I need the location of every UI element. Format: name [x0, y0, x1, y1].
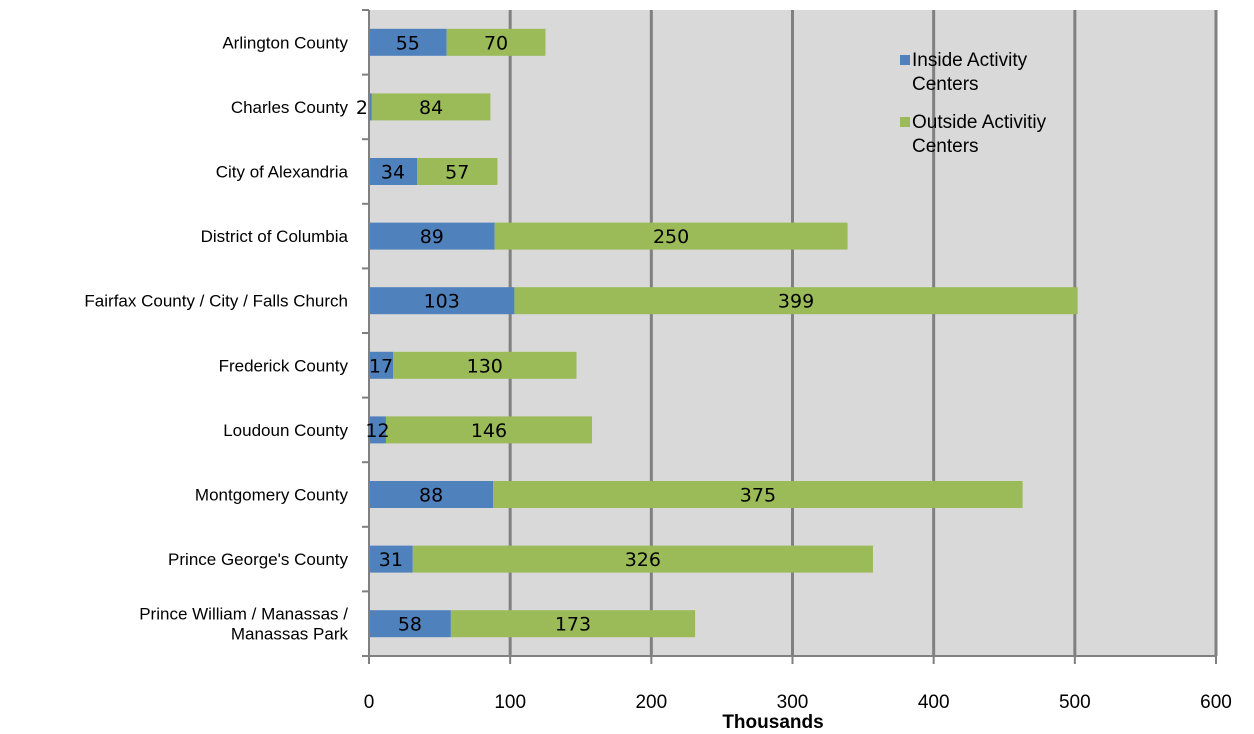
data-label-outside-3: 250: [653, 226, 689, 248]
legend-label-0-line0: Inside Activity: [912, 50, 1028, 71]
x-tick-label-400: 400: [918, 692, 950, 713]
legend-label-1-line0: Outside Activitiy: [912, 112, 1047, 133]
data-label-outside-9: 173: [555, 614, 591, 636]
legend-label-0-line1: Centers: [912, 74, 979, 95]
category-label-2: City of Alexandria: [216, 163, 349, 182]
bar-outside-3: [494, 222, 848, 250]
data-label-inside-8: 31: [379, 549, 403, 571]
data-label-inside-7: 88: [419, 485, 443, 507]
bar-outside-5: [392, 351, 577, 379]
bar-outside-2: [416, 158, 498, 185]
bar-inside-3: [369, 222, 495, 250]
bar-outside-9: [450, 610, 696, 638]
x-tick-label-600: 600: [1200, 692, 1232, 713]
bar-outside-7: [493, 481, 1023, 508]
category-label-9-line0: Prince William / Manassas /: [139, 605, 348, 624]
data-label-outside-2: 57: [445, 162, 469, 184]
category-label-1: Charles County: [231, 98, 349, 117]
bar-inside-4: [369, 287, 515, 315]
x-tick-label-100: 100: [494, 692, 526, 713]
x-tick-label-500: 500: [1059, 692, 1091, 713]
data-label-inside-5: 17: [369, 355, 393, 377]
data-label-outside-1: 84: [419, 97, 443, 119]
x-tick-labels: 0 100 200 300 400 500 600: [364, 692, 1232, 713]
bar-inside-8: [369, 545, 413, 573]
bar-inside-5: [369, 351, 393, 379]
legend-swatch-0: [900, 55, 910, 65]
bar-outside-4: [514, 287, 1078, 315]
category-label-4: Fairfax County / City / Falls Church: [84, 292, 348, 311]
category-label-7: Montgomery County: [195, 486, 349, 505]
category-label-3: District of Columbia: [201, 227, 349, 246]
x-tick-label-0: 0: [364, 692, 375, 713]
bar-inside-7: [369, 481, 494, 508]
data-label-inside-3: 89: [420, 226, 444, 248]
axes: [362, 9, 1217, 664]
data-label-outside-8: 326: [625, 549, 661, 571]
bars: [369, 28, 1078, 638]
category-label-8: Prince George's County: [168, 550, 348, 569]
category-label-6: Loudoun County: [223, 421, 348, 440]
data-label-outside-7: 375: [740, 485, 776, 507]
data-label-outside-5: 130: [467, 355, 503, 377]
category-label-9-line1: Manassas Park: [231, 625, 349, 644]
legend-label-1-line1: Centers: [912, 136, 979, 157]
x-tick-label-300: 300: [777, 692, 809, 713]
data-label-outside-4: 399: [778, 291, 814, 313]
bar-inside-2: [369, 158, 417, 185]
bar-outside-0: [446, 28, 546, 56]
data-label-outside-0: 70: [484, 32, 508, 54]
data-label-inside-1: 2: [356, 97, 368, 119]
bar-outside-8: [412, 545, 873, 573]
bar-outside-1: [371, 93, 491, 121]
bar-inside-6: [369, 416, 386, 444]
category-labels: Arlington County Charles County City of Al…: [84, 33, 348, 643]
data-label-inside-4: 103: [424, 291, 460, 313]
data-label-inside-6: 12: [365, 420, 389, 442]
data-label-inside-2: 34: [381, 162, 405, 184]
category-label-5: Frederick County: [219, 356, 349, 375]
gridlines: [508, 10, 1218, 656]
bar-inside-1: [369, 93, 372, 121]
data-label-outside-6: 146: [471, 420, 507, 442]
data-label-inside-9: 58: [398, 614, 422, 636]
category-label-0: Arlington County: [222, 33, 348, 52]
data-labels: 55 70 2 84 34 57 89 250 103 399 17 130 12 146 88 375 31 3…: [356, 32, 814, 635]
x-tick-label-200: 200: [635, 692, 667, 713]
bar-inside-0: [369, 28, 447, 56]
bar-inside-9: [369, 610, 451, 638]
x-axis-title: Thousands: [722, 712, 823, 733]
data-label-inside-0: 55: [396, 32, 420, 54]
bar-outside-6: [385, 416, 593, 444]
legend: Inside Activity Centers Outside Activitiy C…: [900, 50, 1047, 157]
legend-swatch-1: [900, 117, 910, 127]
